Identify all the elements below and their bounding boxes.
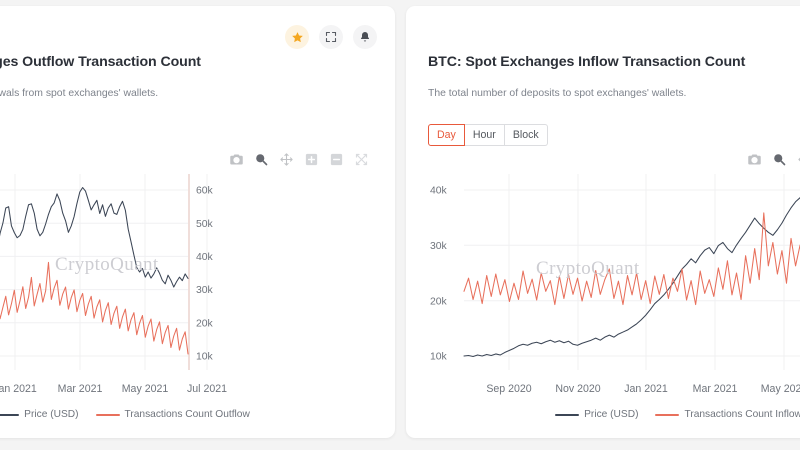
x-tick-label: Nov 2020: [555, 383, 601, 395]
svg-text:20k: 20k: [196, 318, 214, 329]
legend-label-price: Price (USD): [584, 409, 639, 420]
x-tick-label: Jan 2021: [0, 383, 37, 395]
x-tick-label: Sep 2020: [486, 383, 532, 395]
panel-subtitle-outflow: The total number of withdrawals from spo…: [0, 88, 159, 99]
pan-icon[interactable]: [796, 151, 800, 167]
legend-item-price-inflow[interactable]: Price (USD): [555, 409, 638, 420]
camera-icon[interactable]: [228, 151, 244, 167]
favorite-button[interactable]: [285, 25, 309, 49]
chart-inflow-svg: 40k 30k 20k 10k: [430, 174, 800, 370]
legend-swatch-tx: [95, 413, 120, 416]
autoscale-icon[interactable]: [353, 151, 369, 167]
fullscreen-button[interactable]: [319, 25, 343, 49]
x-tick-label: May 2021: [121, 383, 169, 395]
svg-text:40k: 40k: [430, 186, 448, 197]
resolution-tabs-inflow: Day Hour Block: [428, 124, 548, 146]
panel-inflow: BTC: Spot Exchanges Inflow Transaction C…: [406, 6, 800, 438]
plot-toolbar-inflow: [746, 151, 800, 167]
legend-item-tx-inflow[interactable]: Transactions Count Inflow: [655, 409, 800, 420]
chart-outflow-svg: 60k 50k 40k 30k 20k 10k: [0, 174, 214, 370]
legend-label-tx: Transactions Count Inflow: [684, 409, 800, 420]
legend-item-tx-outflow[interactable]: Transactions Count Outflow: [95, 409, 250, 420]
svg-text:40k: 40k: [196, 252, 214, 263]
alert-button[interactable]: [353, 25, 377, 49]
x-axis-labels-inflow: Sep 2020 Nov 2020 Jan 2021 Mar 2021 May 2020: [406, 383, 800, 397]
star-icon: [291, 31, 303, 42]
svg-text:50k: 50k: [196, 219, 214, 230]
x-tick-label: Jul 2021: [186, 383, 228, 395]
x-tick-label: Mar 2021: [692, 383, 738, 395]
svg-text:10k: 10k: [196, 352, 214, 363]
legend-swatch-price: [0, 413, 20, 416]
x-tick-label: Mar 2021: [57, 383, 103, 395]
zoom-select-icon[interactable]: [771, 151, 787, 167]
tab-block-inflow[interactable]: Block: [504, 124, 548, 146]
camera-icon[interactable]: [746, 151, 762, 167]
legend-swatch-price: [555, 413, 580, 416]
tab-hour-inflow[interactable]: Hour: [464, 124, 505, 146]
page-title-inflow: BTC: Spot Exchanges Inflow Transaction C…: [428, 54, 746, 70]
svg-text:60k: 60k: [196, 186, 214, 197]
bell-icon: [361, 32, 369, 42]
svg-text:30k: 30k: [196, 285, 214, 296]
plot-toolbar-outflow: [228, 151, 369, 167]
svg-text:30k: 30k: [430, 241, 448, 252]
zoom-select-icon[interactable]: [253, 151, 269, 167]
zoom-out-icon[interactable]: [328, 151, 344, 167]
chart-inflow[interactable]: 40k 30k 20k 10k CryptoQuant: [406, 166, 800, 378]
x-tick-label: Jan 2021: [624, 383, 668, 395]
svg-text:10k: 10k: [430, 352, 448, 363]
pan-icon[interactable]: [278, 151, 294, 167]
page-title-outflow: BTC: Spot Exchanges Outflow Transaction …: [0, 54, 201, 70]
legend-inflow: Price (USD) Transactions Count Inflow: [406, 409, 800, 420]
legend-swatch-tx: [655, 413, 680, 416]
legend-item-price-outflow[interactable]: Price (USD): [0, 409, 79, 420]
panel-actions-outflow: [285, 25, 377, 49]
legend-label-price: Price (USD): [24, 409, 79, 420]
legend-label-tx: Transactions Count Outflow: [124, 409, 250, 420]
expand-icon: [325, 31, 337, 43]
panel-subtitle-inflow: The total number of deposits to spot exc…: [428, 88, 687, 99]
zoom-in-icon[interactable]: [303, 151, 319, 167]
chart-outflow[interactable]: 60k 50k 40k 30k 20k 10k CryptoQuant: [0, 166, 395, 378]
panel-outflow: BTC: Spot Exchanges Outflow Transaction …: [0, 6, 395, 438]
svg-text:20k: 20k: [430, 296, 448, 307]
x-tick-label: May 2020: [760, 383, 800, 395]
tab-day-inflow[interactable]: Day: [428, 124, 465, 146]
legend-outflow: Price (USD) Transactions Count Outflow: [0, 409, 395, 420]
